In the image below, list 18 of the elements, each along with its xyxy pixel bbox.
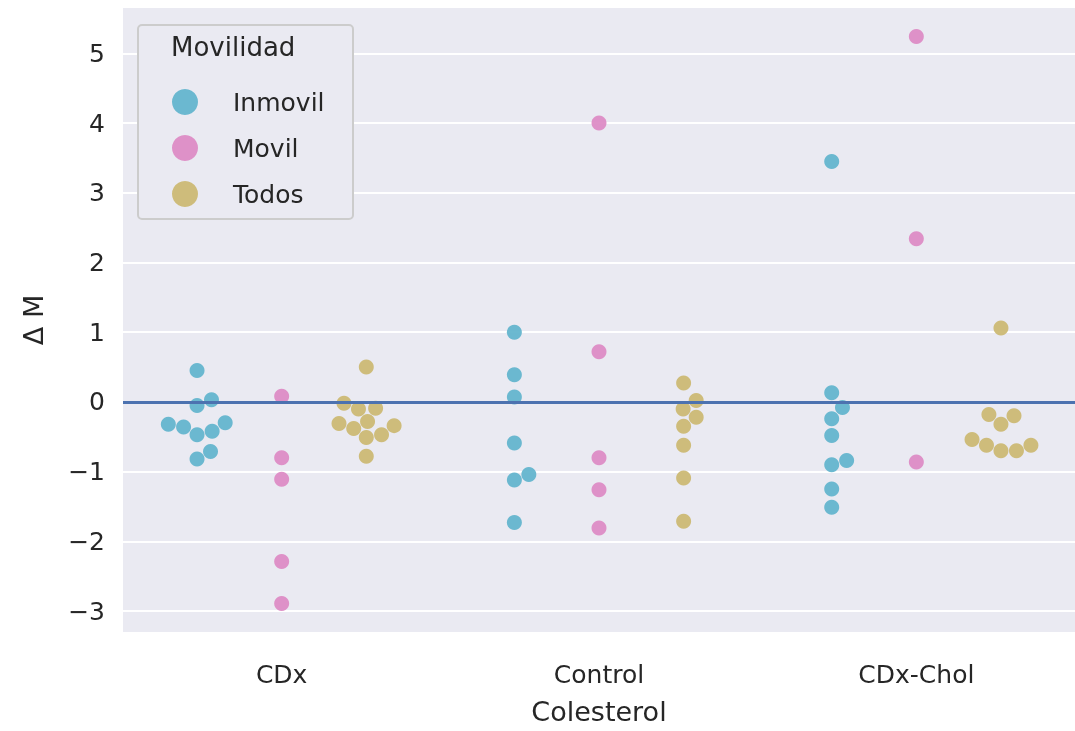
y-tick-label: 3 xyxy=(89,178,105,208)
y-tick-label: 2 xyxy=(89,247,105,277)
y-tick-label: −1 xyxy=(68,457,105,487)
y-tick-label: 1 xyxy=(89,317,105,347)
y-tick-label: 4 xyxy=(89,108,105,138)
x-axis-title: Colesterol xyxy=(531,696,667,727)
x-tick-label: CDx xyxy=(255,660,308,689)
x-tick-label: Control xyxy=(553,660,645,689)
legend-label: Todos xyxy=(232,179,304,209)
legend-label: Movil xyxy=(233,133,299,163)
legend-label: Inmovil xyxy=(233,87,325,117)
legend-title: Movilidad xyxy=(171,32,296,62)
y-tick-label: −3 xyxy=(68,596,105,626)
y-axis-title: Δ M xyxy=(18,294,49,346)
y-tick-label: 5 xyxy=(89,38,105,68)
x-tick-label: CDx-Chol xyxy=(858,660,975,689)
y-tick-label: 0 xyxy=(89,387,105,417)
y-tick-label: −2 xyxy=(68,526,105,556)
